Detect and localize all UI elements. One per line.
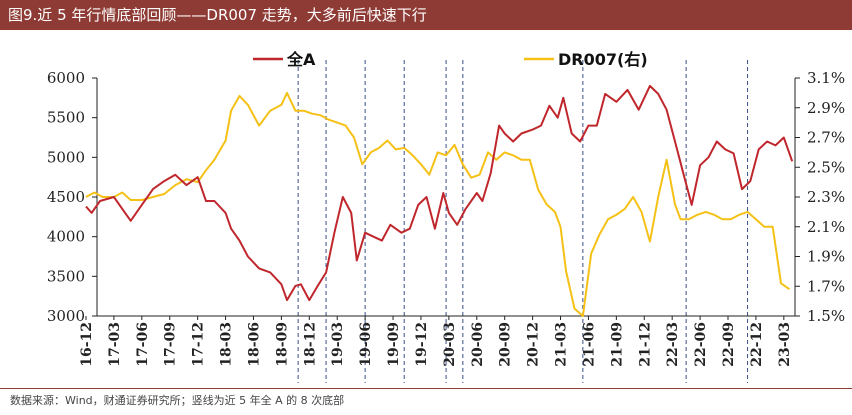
y-left-tick-label: 5500 <box>47 109 85 127</box>
x-tick-label: 23-03 <box>777 322 793 367</box>
x-tick-label: 22-12 <box>749 322 765 367</box>
y-right-tick-label: 3.1% <box>807 69 845 87</box>
y-right-tick-label: 1.9% <box>807 248 845 266</box>
x-tick-label: 17-12 <box>191 322 207 367</box>
y-right-tick-label: 2.9% <box>807 99 845 117</box>
source-divider <box>0 388 852 389</box>
legend: 全A DR007(右) <box>253 50 648 69</box>
x-tick-label: 16-12 <box>79 322 95 367</box>
line-chart: 6000 5500 5000 4500 4000 3500 3000 3.1% 2.9% 2.7%… <box>47 50 845 383</box>
x-tick-label: 18-09 <box>274 322 290 367</box>
x-tick-label: 21-09 <box>609 322 625 367</box>
x-tick-label: 19-09 <box>386 322 402 367</box>
y-left-tick-label: 4500 <box>47 188 85 206</box>
x-tick-label: 21-03 <box>554 322 570 367</box>
series-layer <box>85 84 794 317</box>
x-tick-label: 19-12 <box>414 322 430 367</box>
y-right-tick-label: 2.5% <box>807 158 845 176</box>
x-tick-label: 17-06 <box>135 322 151 367</box>
source-note: 数据来源：Wind，财通证券研究所；竖线为近 5 年全 A 的 8 次底部 <box>10 394 345 407</box>
x-tick-label: 22-03 <box>665 322 681 367</box>
x-tick-label: 17-03 <box>107 322 123 367</box>
x-tick-label: 17-09 <box>163 322 179 367</box>
y-right-tick-label: 1.7% <box>807 277 845 295</box>
series-line-quan-a <box>85 84 794 302</box>
x-tick-label: 19-06 <box>358 322 374 367</box>
x-tick-label: 20-03 <box>442 322 458 367</box>
y-left-tick-label: 3500 <box>47 267 85 285</box>
y-right-tick-label: 2.1% <box>807 218 845 236</box>
x-tick-label: 20-12 <box>526 322 542 367</box>
chart-header-title: 图9.近 5 年行情底部回顾——DR007 走势，大多前后快速下行 <box>0 0 852 30</box>
x-tick-label: 21-12 <box>637 322 653 367</box>
x-tick-label: 22-06 <box>693 322 709 367</box>
x-tick-label: 18-03 <box>219 322 235 367</box>
vertical-marker-lines <box>297 60 749 383</box>
series-line-dr007 <box>85 91 790 317</box>
y-right-tick-label: 2.7% <box>807 129 845 147</box>
y-left-tick-label: 6000 <box>47 69 85 87</box>
y-left-tick-label: 5000 <box>47 148 85 166</box>
y-right-tick-label: 1.5% <box>807 307 845 325</box>
legend-label: 全A <box>286 50 316 69</box>
y-left-tick-label: 3000 <box>47 307 85 325</box>
x-tick-label: 19-03 <box>330 322 346 367</box>
x-tick-label: 20-09 <box>498 322 514 367</box>
x-tick-label: 22-09 <box>721 322 737 367</box>
x-tick-label: 18-12 <box>302 322 318 367</box>
x-tick-label: 20-06 <box>470 322 486 367</box>
x-tick-label: 21-06 <box>581 322 597 367</box>
x-tick-label: 18-06 <box>246 322 262 367</box>
y-right-tick-label: 2.3% <box>807 188 845 206</box>
axes: 6000 5500 5000 4500 4000 3500 3000 3.1% 2.9% 2.7%… <box>47 69 845 367</box>
y-left-tick-label: 4000 <box>47 228 85 246</box>
legend-label: DR007(右) <box>558 50 648 69</box>
